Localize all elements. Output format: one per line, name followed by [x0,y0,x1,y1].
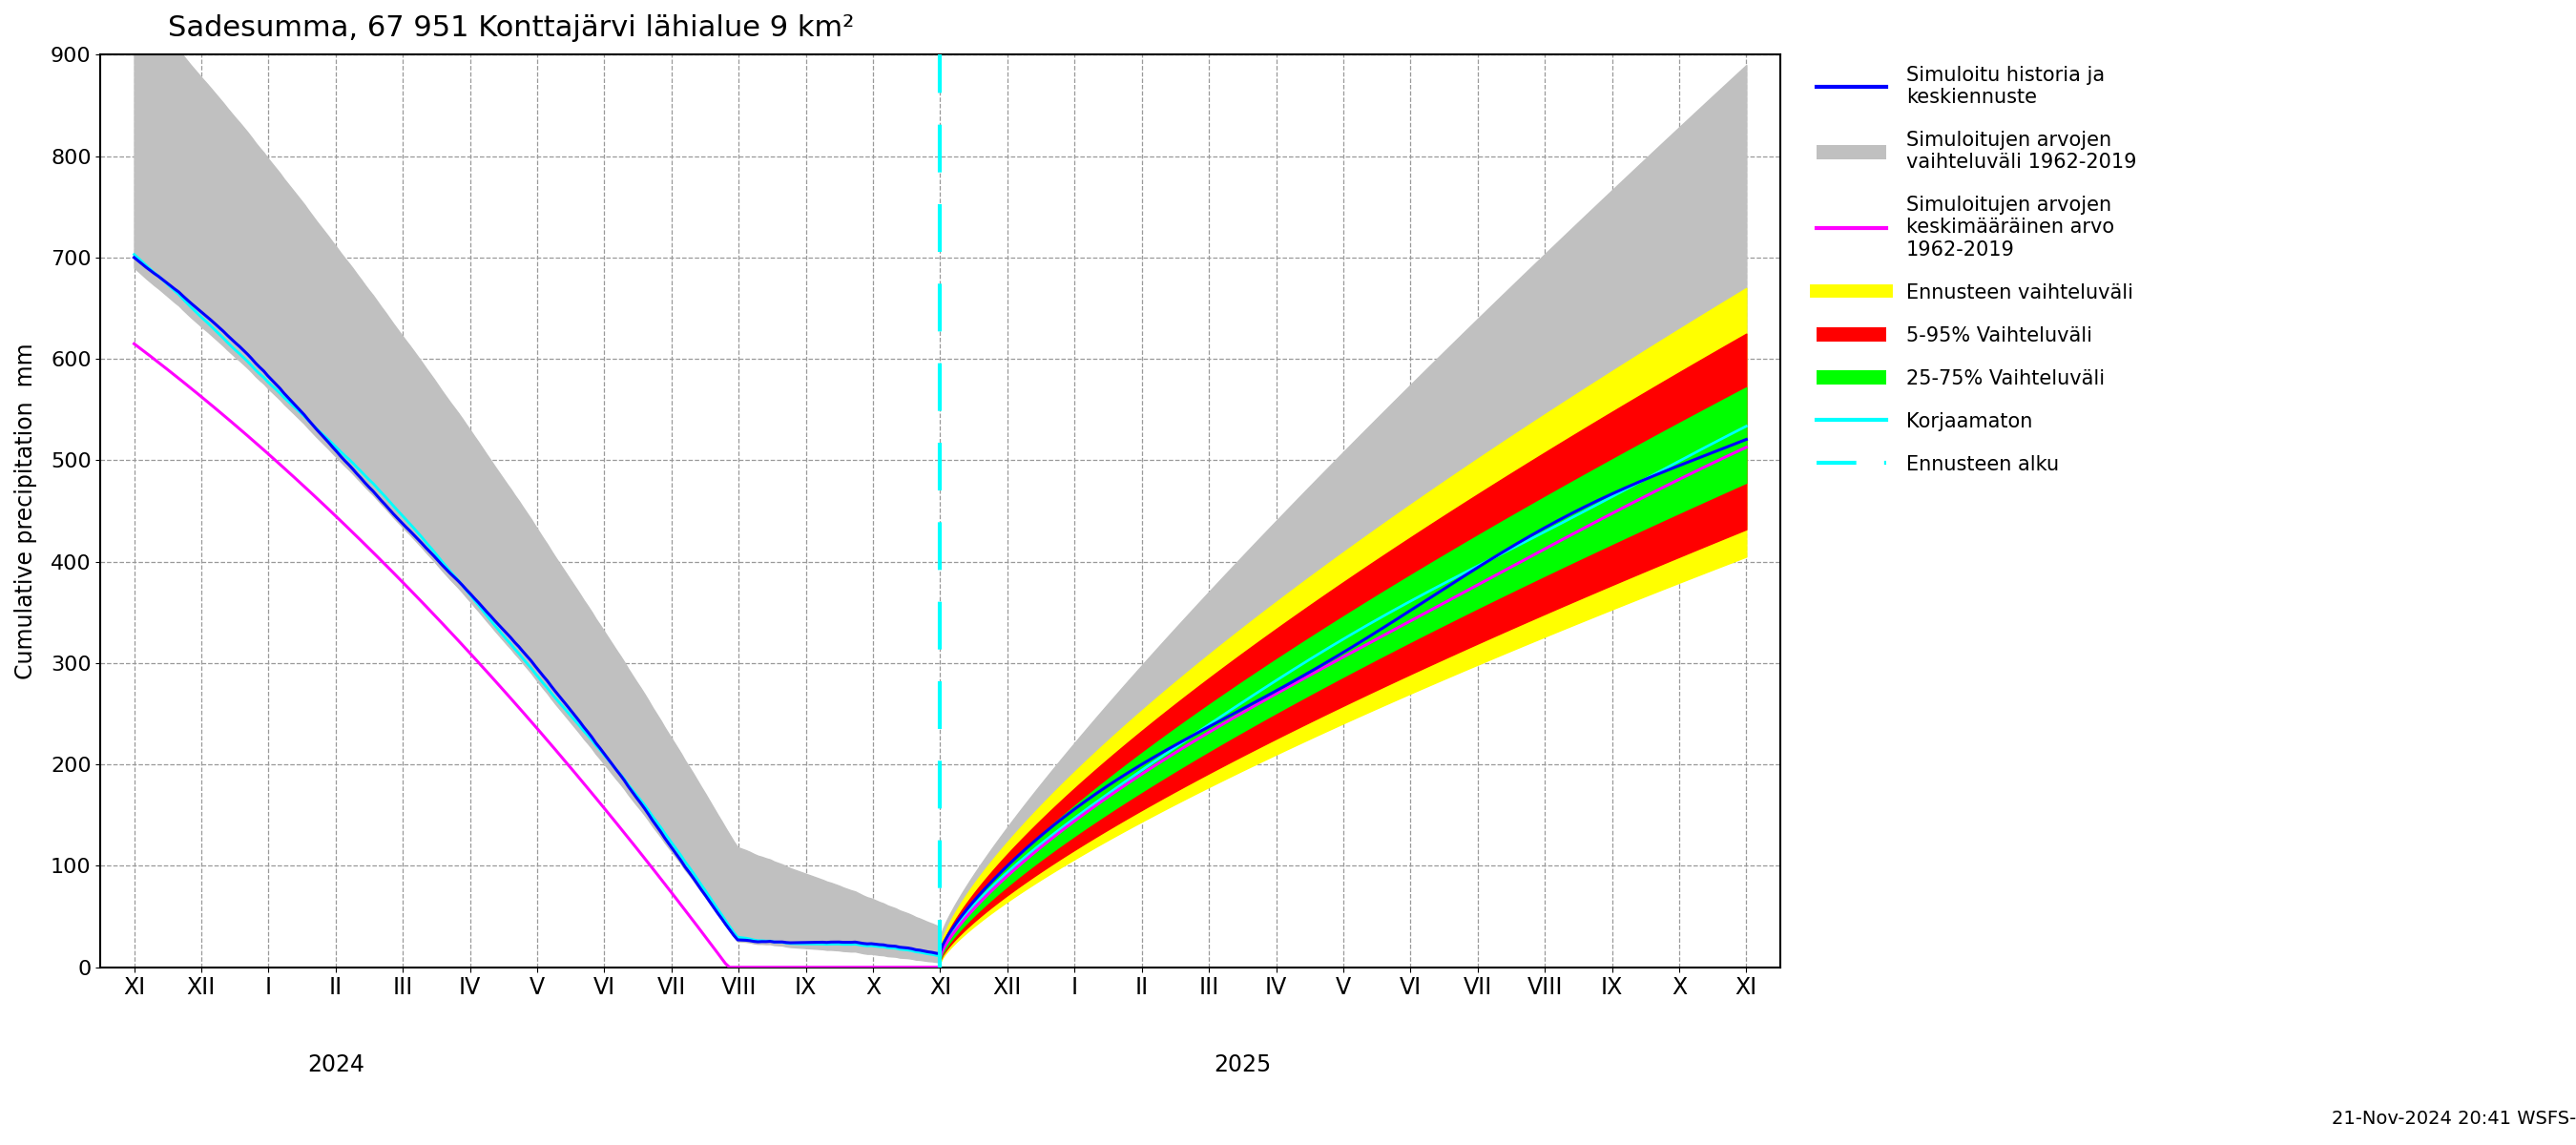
Text: 2024: 2024 [307,1053,363,1076]
Legend: Simuloitu historia ja
keskiennuste, Simuloitujen arvojen
vaihteluväli 1962-2019,: Simuloitu historia ja keskiennuste, Simu… [1806,56,2146,483]
Text: Sadesumma, 67 951 Konttajärvi lähialue 9 km²: Sadesumma, 67 951 Konttajärvi lähialue 9… [167,14,853,42]
Text: 2025: 2025 [1213,1053,1270,1076]
Text: 21-Nov-2024 20:41 WSFS-O: 21-Nov-2024 20:41 WSFS-O [2331,1110,2576,1128]
Y-axis label: Cumulative precipitation  mm: Cumulative precipitation mm [15,342,36,679]
